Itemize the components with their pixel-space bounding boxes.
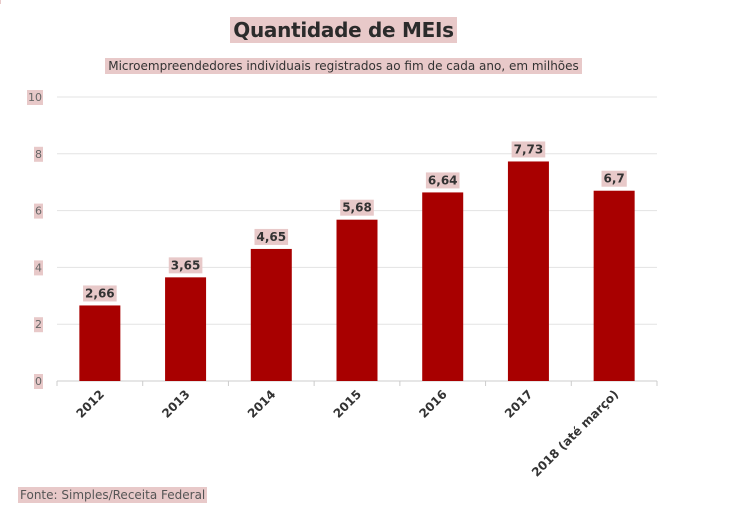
data-label: 7,73 xyxy=(514,142,544,156)
bar xyxy=(422,192,464,381)
data-label-bg xyxy=(425,172,460,189)
data-label: 6,64 xyxy=(428,173,458,187)
y-tick-label: 6 xyxy=(35,205,42,218)
y-tick-label: 2 xyxy=(35,318,42,331)
x-tick-label: 2016 xyxy=(416,387,450,421)
x-tick-label: 2017 xyxy=(502,387,536,421)
chart-subtitle: Microempreendedores individuais registra… xyxy=(105,58,582,74)
y-tick-label: 8 xyxy=(35,148,42,161)
data-label-bg xyxy=(254,228,289,245)
y-tick-label-bg xyxy=(34,260,43,276)
chart-subtitle-wrap: Microempreendedores individuais registra… xyxy=(0,55,687,74)
x-tick-label: 2014 xyxy=(245,387,279,421)
data-label-bg xyxy=(511,141,546,158)
chart-title-wrap: Quantidade de MEIs xyxy=(0,17,687,43)
x-tick-label: 2015 xyxy=(331,387,365,421)
y-tick-label-bg xyxy=(27,90,43,105)
data-label: 6,7 xyxy=(604,172,625,186)
y-tick-label-bg xyxy=(34,374,43,389)
bar xyxy=(250,248,292,381)
data-label: 3,65 xyxy=(171,258,201,272)
bar xyxy=(593,190,635,381)
data-label-bg xyxy=(340,199,374,216)
x-tick-label-bg xyxy=(0,0,1,4)
data-label: 2,66 xyxy=(85,286,115,300)
bar xyxy=(507,161,549,381)
data-label-bg xyxy=(601,170,627,187)
data-label-bg xyxy=(168,257,203,274)
chart-title: Quantidade de MEIs xyxy=(230,17,457,43)
source-note: Fonte: Simples/Receita Federal xyxy=(18,487,208,503)
y-tick-label-bg xyxy=(34,203,43,219)
y-tick-label-bg xyxy=(34,146,43,162)
y-tick-label-bg xyxy=(34,317,43,333)
y-tick-label: 10 xyxy=(28,91,42,104)
x-tick-label: 2012 xyxy=(73,387,107,421)
y-tick-label: 0 xyxy=(35,375,42,388)
data-label-bg xyxy=(83,285,117,302)
y-tick-label: 4 xyxy=(35,261,42,274)
bar xyxy=(165,277,207,381)
bar xyxy=(79,305,121,381)
bar xyxy=(336,219,378,381)
data-label: 4,65 xyxy=(256,230,286,244)
data-label: 5,68 xyxy=(342,201,372,215)
x-tick-label: 2018 (até março) xyxy=(529,387,621,479)
x-tick-label: 2013 xyxy=(159,387,193,421)
